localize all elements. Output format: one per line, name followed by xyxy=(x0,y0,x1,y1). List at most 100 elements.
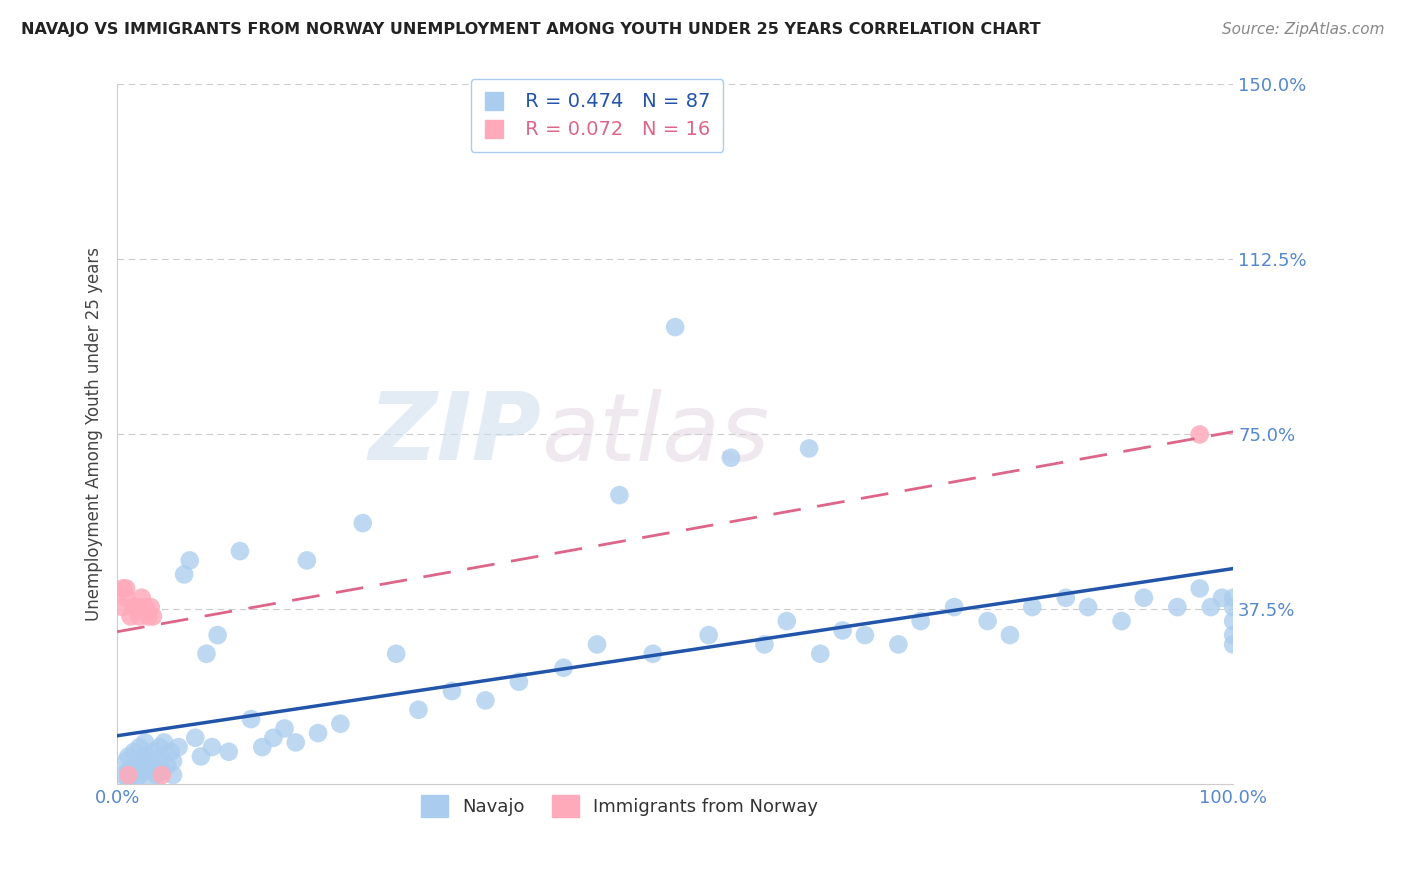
Point xyxy=(138,609,160,624)
Point xyxy=(408,703,430,717)
Point xyxy=(134,600,156,615)
Point xyxy=(131,591,153,605)
Point xyxy=(111,600,134,615)
Point xyxy=(295,553,318,567)
Point xyxy=(115,582,138,596)
Point xyxy=(1222,591,1244,605)
Point xyxy=(240,712,263,726)
Point xyxy=(229,544,252,558)
Point xyxy=(1211,591,1233,605)
Point xyxy=(352,516,374,530)
Point xyxy=(167,740,190,755)
Point xyxy=(664,320,686,334)
Point xyxy=(131,758,153,772)
Point xyxy=(128,754,150,768)
Point xyxy=(1166,600,1188,615)
Point xyxy=(284,735,307,749)
Point xyxy=(1111,614,1133,628)
Point xyxy=(262,731,284,745)
Point xyxy=(162,754,184,768)
Point xyxy=(1222,637,1244,651)
Point xyxy=(508,674,530,689)
Point xyxy=(139,600,162,615)
Point xyxy=(179,553,201,567)
Point xyxy=(122,758,145,772)
Point xyxy=(943,600,966,615)
Point xyxy=(720,450,742,465)
Point xyxy=(139,758,162,772)
Point xyxy=(1054,591,1077,605)
Point xyxy=(776,614,799,628)
Point xyxy=(122,745,145,759)
Point xyxy=(115,591,138,605)
Point xyxy=(273,722,295,736)
Point xyxy=(641,647,664,661)
Point xyxy=(1222,628,1244,642)
Point xyxy=(184,731,207,745)
Point xyxy=(797,442,820,456)
Point xyxy=(853,628,876,642)
Point xyxy=(153,735,176,749)
Point xyxy=(1077,600,1099,615)
Point xyxy=(150,768,173,782)
Point xyxy=(117,764,139,778)
Point xyxy=(190,749,212,764)
Point xyxy=(117,768,139,782)
Point xyxy=(127,764,149,778)
Point xyxy=(808,647,831,661)
Point xyxy=(145,768,167,782)
Point xyxy=(754,637,776,651)
Point xyxy=(195,647,218,661)
Point xyxy=(910,614,932,628)
Point xyxy=(120,768,142,782)
Point xyxy=(159,745,181,759)
Point xyxy=(1222,614,1244,628)
Point xyxy=(117,772,139,787)
Point xyxy=(385,647,408,661)
Point xyxy=(218,745,240,759)
Point xyxy=(1222,600,1244,615)
Point xyxy=(128,609,150,624)
Text: ZIP: ZIP xyxy=(368,388,541,481)
Point xyxy=(586,637,609,651)
Point xyxy=(117,749,139,764)
Point xyxy=(831,624,853,638)
Point xyxy=(149,740,172,755)
Point xyxy=(1188,582,1211,596)
Point xyxy=(138,754,160,768)
Point xyxy=(1021,600,1043,615)
Point xyxy=(173,567,195,582)
Point xyxy=(887,637,910,651)
Point xyxy=(142,745,165,759)
Point xyxy=(136,764,159,778)
Point xyxy=(150,764,173,778)
Point xyxy=(307,726,329,740)
Point xyxy=(124,772,146,787)
Point xyxy=(162,768,184,782)
Text: Source: ZipAtlas.com: Source: ZipAtlas.com xyxy=(1222,22,1385,37)
Point xyxy=(329,716,352,731)
Point xyxy=(120,609,142,624)
Point xyxy=(150,749,173,764)
Point xyxy=(553,661,575,675)
Point xyxy=(111,768,134,782)
Point xyxy=(1188,427,1211,442)
Point xyxy=(976,614,998,628)
Point xyxy=(156,758,179,772)
Point xyxy=(134,735,156,749)
Point xyxy=(609,488,631,502)
Point xyxy=(134,749,156,764)
Text: atlas: atlas xyxy=(541,389,769,480)
Point xyxy=(128,768,150,782)
Text: NAVAJO VS IMMIGRANTS FROM NORWAY UNEMPLOYMENT AMONG YOUTH UNDER 25 YEARS CORRELA: NAVAJO VS IMMIGRANTS FROM NORWAY UNEMPLO… xyxy=(21,22,1040,37)
Point xyxy=(201,740,224,755)
Point xyxy=(115,754,138,768)
Point xyxy=(697,628,720,642)
Point xyxy=(128,740,150,755)
Point xyxy=(127,600,149,615)
Point xyxy=(440,684,463,698)
Point xyxy=(998,628,1021,642)
Y-axis label: Unemployment Among Youth under 25 years: Unemployment Among Youth under 25 years xyxy=(86,247,103,622)
Point xyxy=(142,609,165,624)
Point xyxy=(122,600,145,615)
